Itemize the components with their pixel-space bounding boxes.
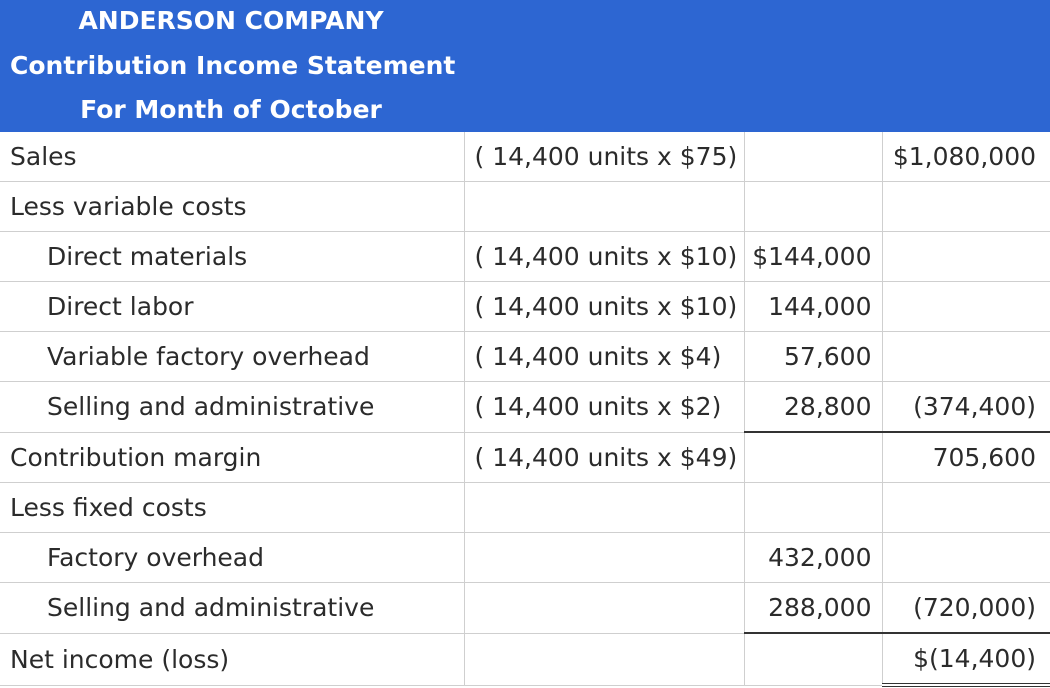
row-amount: 57,600 [743,331,883,382]
row-label: Net income (loss) [0,632,465,686]
row-calculation [463,181,745,232]
row-amount: 288,000 [743,582,883,634]
row-total [881,231,1050,282]
row-fixed-selling-admin: Selling and administrative 288,000 (720,… [0,582,1050,634]
row-direct-labor: Direct labor ( 14,400 units x $10) 144,0… [0,281,1050,332]
row-total: $(14,400) [881,632,1050,687]
row-calculation [463,482,745,533]
row-label: Less variable costs [0,181,465,232]
row-contribution-margin: Contribution margin ( 14,400 units x $49… [0,431,1050,483]
row-label: Direct materials [0,231,465,282]
row-calculation: ( 14,400 units x $10) [463,231,745,282]
row-calculation: ( 14,400 units x $49) [463,431,745,483]
row-amount [743,181,883,232]
row-total [881,181,1050,232]
row-calculation [463,582,745,634]
statement-header: ANDERSON COMPANY Contribution Income Sta… [0,0,1050,132]
row-less-fixed-costs: Less fixed costs [0,482,1050,533]
row-label: Direct labor [0,281,465,332]
statement-table: Sales ( 14,400 units x $75) $1,080,000 L… [0,132,1050,687]
row-amount [743,482,883,533]
statement-title: Contribution Income Statement [10,51,456,80]
row-total: 705,600 [881,431,1050,483]
row-direct-materials: Direct materials ( 14,400 units x $10) $… [0,231,1050,282]
row-label: Contribution margin [0,431,465,483]
row-total [881,482,1050,533]
row-calculation: ( 14,400 units x $10) [463,281,745,332]
row-less-variable-costs: Less variable costs [0,181,1050,232]
row-amount [743,632,883,686]
row-label: Selling and administrative [0,582,465,634]
row-amount: 28,800 [743,381,883,433]
row-calculation: ( 14,400 units x $75) [463,132,745,182]
row-calculation: ( 14,400 units x $2) [463,381,745,433]
row-total [881,532,1050,583]
company-name: ANDERSON COMPANY [78,6,384,35]
row-amount: 144,000 [743,281,883,332]
row-total: (374,400) [881,381,1050,433]
row-calculation: ( 14,400 units x $4) [463,331,745,382]
row-label: Sales [0,132,465,182]
statement-period: For Month of October [80,95,382,124]
row-label: Selling and administrative [0,381,465,433]
row-calculation [463,532,745,583]
row-amount: 432,000 [743,532,883,583]
row-total: $1,080,000 [881,132,1050,182]
row-total [881,281,1050,332]
row-label: Less fixed costs [0,482,465,533]
row-fixed-factory-overhead: Factory overhead 432,000 [0,532,1050,583]
row-amount [743,431,883,483]
row-label: Variable factory overhead [0,331,465,382]
row-label: Factory overhead [0,532,465,583]
row-sales: Sales ( 14,400 units x $75) $1,080,000 [0,132,1050,182]
row-calculation [463,632,745,686]
row-variable-selling-admin: Selling and administrative ( 14,400 unit… [0,381,1050,433]
row-total: (720,000) [881,582,1050,634]
row-variable-factory-overhead: Variable factory overhead ( 14,400 units… [0,331,1050,382]
row-amount [743,132,883,182]
row-net-income: Net income (loss) $(14,400) [0,632,1050,687]
row-amount: $144,000 [743,231,883,282]
row-total [881,331,1050,382]
